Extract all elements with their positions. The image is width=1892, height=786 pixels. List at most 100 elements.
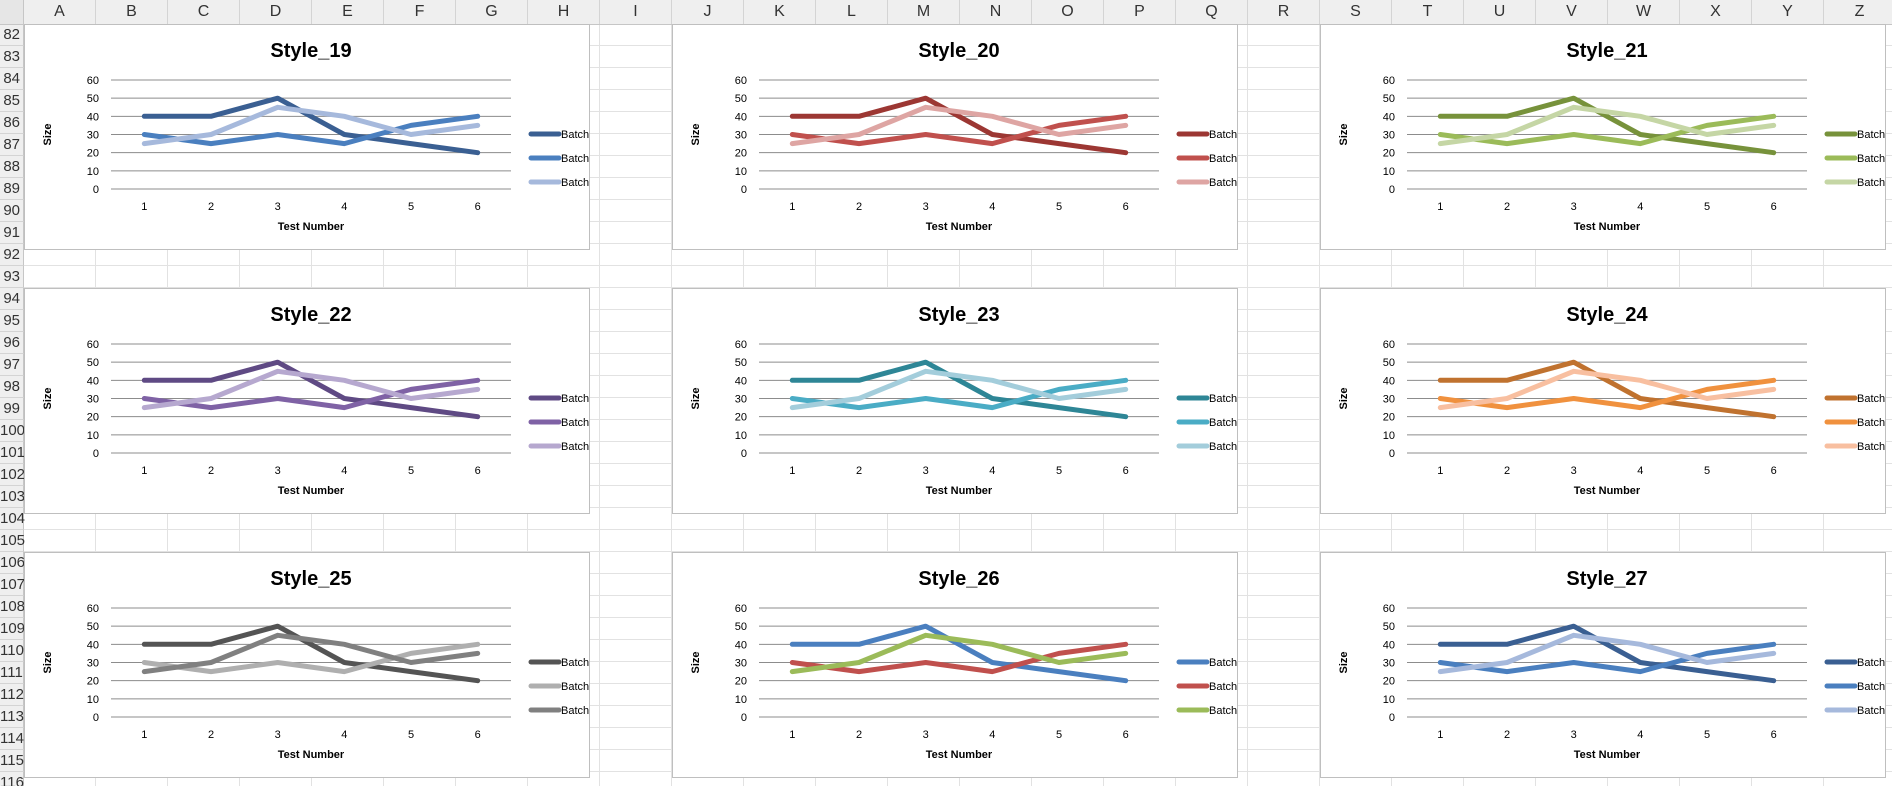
- chart-style-25[interactable]: Style_25 0 10 20 30 40 50 60 1 2 3 4 5 6 Test Number Si…: [24, 552, 591, 778]
- series-line-batch-3[interactable]: [1437, 368, 1777, 411]
- series-line-batch-1[interactable]: [1437, 623, 1777, 684]
- column-header-f[interactable]: F: [384, 0, 456, 24]
- series-line-batch-2[interactable]: [1437, 377, 1777, 411]
- column-header-g[interactable]: G: [456, 0, 528, 24]
- column-header-l[interactable]: L: [816, 0, 888, 24]
- row-header-101[interactable]: 101: [0, 442, 25, 464]
- column-header-w[interactable]: W: [1608, 0, 1680, 24]
- series-line-batch-1[interactable]: [1437, 359, 1777, 420]
- series-line-batch-2[interactable]: [789, 377, 1129, 411]
- row-header-97[interactable]: 97: [0, 354, 24, 376]
- column-header-y[interactable]: Y: [1752, 0, 1824, 24]
- row-header-98[interactable]: 98: [0, 376, 24, 398]
- row-header-102[interactable]: 102: [0, 464, 25, 486]
- column-header-c[interactable]: C: [168, 0, 240, 24]
- series-line-batch-2[interactable]: [141, 377, 481, 411]
- column-header-s[interactable]: S: [1320, 0, 1392, 24]
- row-header-105[interactable]: 105: [0, 530, 25, 552]
- column-header-i[interactable]: I: [600, 0, 672, 24]
- row-header-89[interactable]: 89: [0, 178, 24, 200]
- chart-style-19[interactable]: Style_19 0 10 20 30 40 50 60 1 2 3 4 5 6 Test Number Si…: [24, 24, 591, 250]
- series-line-batch-1[interactable]: [789, 95, 1129, 156]
- series-line-batch-2[interactable]: [789, 641, 1129, 675]
- column-header-t[interactable]: T: [1392, 0, 1464, 24]
- series-line-batch-3[interactable]: [789, 104, 1129, 147]
- series-line-batch-1[interactable]: [1437, 95, 1777, 156]
- series-line-batch-1[interactable]: [141, 95, 481, 156]
- row-header-85[interactable]: 85: [0, 90, 24, 112]
- series-line-batch-3[interactable]: [1437, 632, 1777, 675]
- series-line-batch-3[interactable]: [141, 104, 481, 147]
- column-header-p[interactable]: P: [1104, 0, 1176, 24]
- row-header-94[interactable]: 94: [0, 288, 24, 310]
- chart-style-21[interactable]: Style_21 0 10 20 30 40 50 60 1 2 3 4 5 6 Test Number Si…: [1320, 24, 1887, 250]
- column-header-o[interactable]: O: [1032, 0, 1104, 24]
- series-line-batch-2[interactable]: [789, 113, 1129, 147]
- series-line-batch-1[interactable]: [789, 359, 1129, 420]
- row-header-87[interactable]: 87: [0, 134, 24, 156]
- chart-style-24[interactable]: Style_24 0 10 20 30 40 50 60 1 2 3 4 5 6 Test Number Si…: [1320, 288, 1887, 514]
- y-tick-label: 10: [1383, 166, 1395, 178]
- row-header-111[interactable]: 111: [0, 662, 24, 684]
- column-header-d[interactable]: D: [240, 0, 312, 24]
- series-line-batch-3[interactable]: [789, 368, 1129, 411]
- column-header-x[interactable]: X: [1680, 0, 1752, 24]
- row-header-104[interactable]: 104: [0, 508, 25, 530]
- column-header-q[interactable]: Q: [1176, 0, 1248, 24]
- row-header-88[interactable]: 88: [0, 156, 24, 178]
- series-line-batch-1[interactable]: [789, 623, 1129, 684]
- row-header-109[interactable]: 109: [0, 618, 25, 640]
- column-header-m[interactable]: M: [888, 0, 960, 24]
- column-header-u[interactable]: U: [1464, 0, 1536, 24]
- row-header-114[interactable]: 114: [0, 728, 24, 750]
- chart-style-27[interactable]: Style_27 0 10 20 30 40 50 60 1 2 3 4 5 6 Test Number Si…: [1320, 552, 1887, 778]
- row-header-113[interactable]: 113: [0, 706, 24, 728]
- column-header-a[interactable]: A: [24, 0, 96, 24]
- column-header-r[interactable]: R: [1248, 0, 1320, 24]
- series-line-batch-3[interactable]: [141, 632, 481, 675]
- series-line-batch-2[interactable]: [1437, 113, 1777, 147]
- row-header-82[interactable]: 82: [0, 24, 24, 46]
- row-header-84[interactable]: 84: [0, 68, 24, 90]
- row-header-95[interactable]: 95: [0, 310, 24, 332]
- series-line-batch-3[interactable]: [1437, 104, 1777, 147]
- series-line-batch-3[interactable]: [141, 368, 481, 411]
- series-line-batch-2[interactable]: [141, 113, 481, 147]
- row-header-90[interactable]: 90: [0, 200, 24, 222]
- column-header-k[interactable]: K: [744, 0, 816, 24]
- row-header-96[interactable]: 96: [0, 332, 24, 354]
- row-header-100[interactable]: 100: [0, 420, 25, 442]
- column-header-n[interactable]: N: [960, 0, 1032, 24]
- column-header-e[interactable]: E: [312, 0, 384, 24]
- row-header-107[interactable]: 107: [0, 574, 25, 596]
- row-header-91[interactable]: 91: [0, 222, 24, 244]
- column-header-j[interactable]: J: [672, 0, 744, 24]
- column-header-z[interactable]: Z: [1824, 0, 1892, 24]
- row-header-93[interactable]: 93: [0, 266, 24, 288]
- select-all-corner[interactable]: [0, 0, 24, 24]
- chart-style-23[interactable]: Style_23 0 10 20 30 40 50 60 1 2 3 4 5 6 Test Number Si…: [672, 288, 1239, 514]
- column-header-b[interactable]: B: [96, 0, 168, 24]
- row-header-108[interactable]: 108: [0, 596, 25, 618]
- series-line-batch-1[interactable]: [141, 623, 481, 684]
- series-line-batch-1[interactable]: [141, 359, 481, 420]
- row-header-116[interactable]: 116: [0, 772, 24, 786]
- series-line-batch-2[interactable]: [141, 641, 481, 675]
- row-header-110[interactable]: 110: [0, 640, 24, 662]
- row-header-83[interactable]: 83: [0, 46, 24, 68]
- row-header-106[interactable]: 106: [0, 552, 25, 574]
- chart-style-26[interactable]: Style_26 0 10 20 30 40 50 60 1 2 3 4 5 6 Test Number Si…: [672, 552, 1239, 778]
- series-line-batch-2[interactable]: [1437, 641, 1777, 675]
- column-header-v[interactable]: V: [1536, 0, 1608, 24]
- chart-style-20[interactable]: Style_20 0 10 20 30 40 50 60 1 2 3 4 5 6 Test Number Si…: [672, 24, 1239, 250]
- row-header-92[interactable]: 92: [0, 244, 24, 266]
- row-header-86[interactable]: 86: [0, 112, 24, 134]
- chart-style-22[interactable]: Style_22 0 10 20 30 40 50 60 1 2 3 4 5 6 Test Number Si…: [24, 288, 591, 514]
- column-header-h[interactable]: H: [528, 0, 600, 24]
- series-line-batch-3[interactable]: [789, 632, 1129, 675]
- row-header-112[interactable]: 112: [0, 684, 24, 706]
- row-header-115[interactable]: 115: [0, 750, 24, 772]
- row-header-103[interactable]: 103: [0, 486, 25, 508]
- row-header-99[interactable]: 99: [0, 398, 24, 420]
